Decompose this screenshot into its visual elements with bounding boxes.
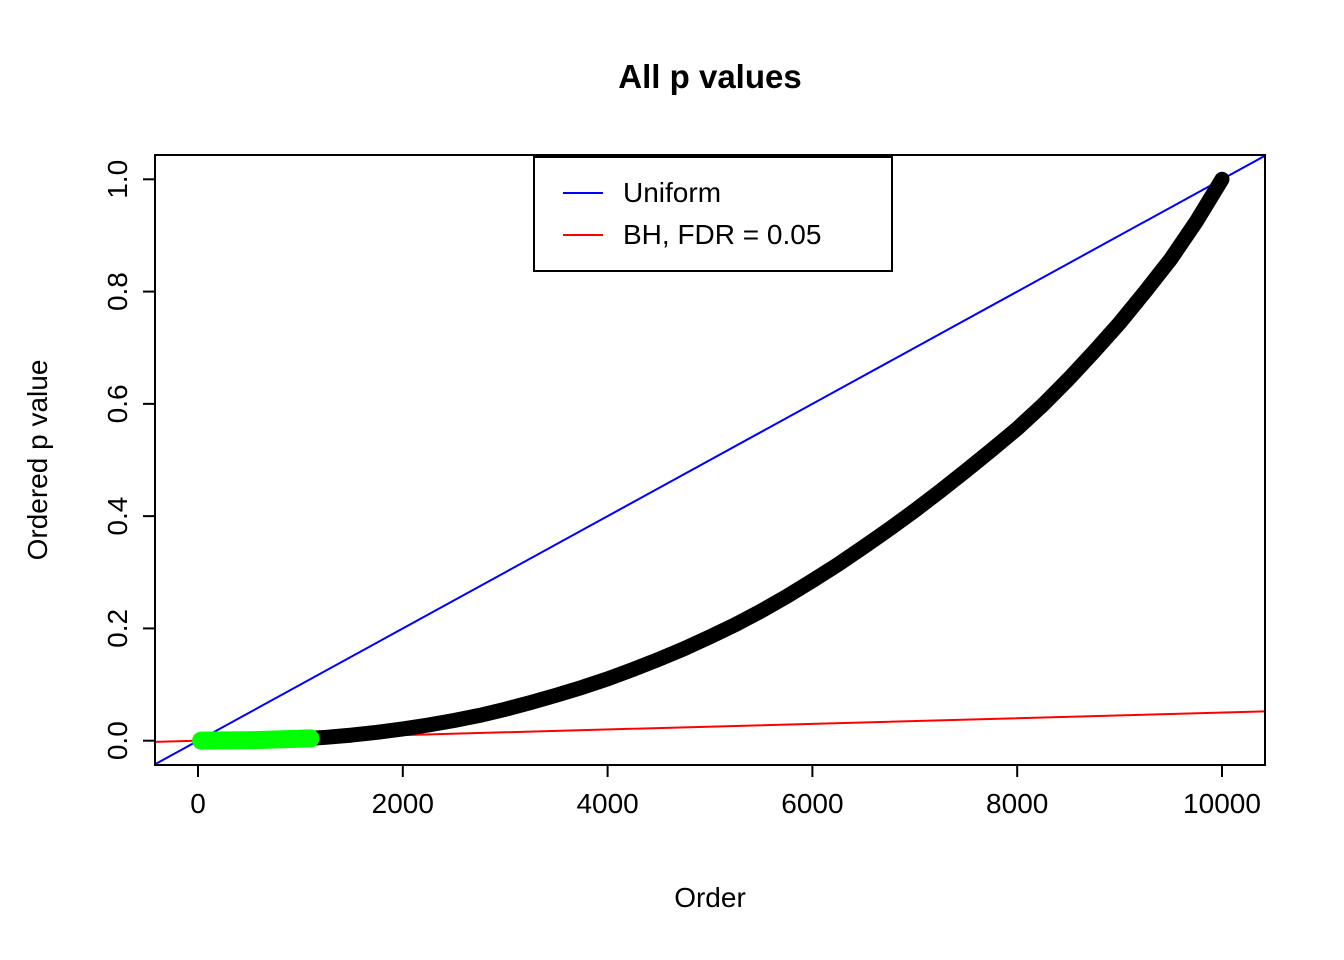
ordered-p-values <box>192 171 1230 749</box>
bh-line-sample <box>563 234 603 236</box>
significant-p-values <box>192 729 320 750</box>
x-tick-label: 0 <box>190 788 206 819</box>
x-tick-label: 6000 <box>781 788 843 819</box>
x-tick-label: 2000 <box>372 788 434 819</box>
y-tick-label: 0.8 <box>102 272 133 311</box>
uniform-line-sample <box>563 192 603 194</box>
x-tick-label: 8000 <box>986 788 1048 819</box>
plot-border <box>154 154 1266 766</box>
x-tick-label: 4000 <box>576 788 638 819</box>
y-tick-label: 1.0 <box>102 160 133 199</box>
x-axis-label: Order <box>674 882 746 913</box>
y-tick-label: 0.6 <box>102 384 133 423</box>
y-tick-label: 0.0 <box>102 721 133 760</box>
legend-entry-label: BH, FDR = 0.05 <box>623 219 822 250</box>
y-tick-label: 0.4 <box>102 497 133 536</box>
legend-entry-label: Uniform <box>623 177 722 208</box>
y-tick-label: 0.2 <box>102 609 133 648</box>
chart-title: All p values <box>618 58 802 95</box>
x-tick-label: 10000 <box>1183 788 1261 819</box>
legend-entry-bh: BH, FDR = 0.05 <box>563 219 891 251</box>
y-axis-label: Ordered p value <box>22 359 53 561</box>
legend-box: Uniform BH, FDR = 0.05 <box>533 156 893 272</box>
legend-entry-uniform: Uniform <box>563 177 891 209</box>
uniform-line <box>155 155 1265 765</box>
